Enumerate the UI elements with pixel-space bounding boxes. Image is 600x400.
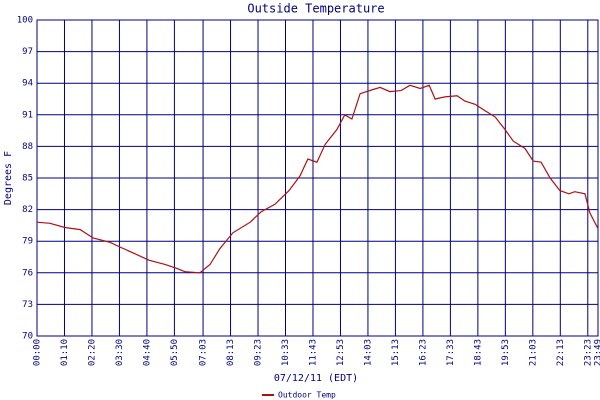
chart-title: Outside Temperature xyxy=(247,2,384,16)
y-tick-label: 70 xyxy=(22,332,33,342)
x-tick-label: 09:23 xyxy=(254,339,264,366)
x-tick-label: 11:43 xyxy=(308,339,318,366)
y-tick-label: 76 xyxy=(22,268,33,278)
x-tick-label: 22:13 xyxy=(556,339,566,366)
x-tick-label: 02:20 xyxy=(87,339,97,366)
legend-label: Outdoor Temp xyxy=(278,391,336,400)
x-axis-label: 07/12/11 (EDT) xyxy=(274,373,358,384)
x-tick-label: 15:13 xyxy=(391,339,401,366)
x-tick-label: 16:23 xyxy=(418,339,428,366)
y-tick-label: 97 xyxy=(22,47,33,57)
x-tick-label: 03:30 xyxy=(115,339,125,366)
y-tick-label: 100 xyxy=(17,16,33,26)
x-tick-label: 00:00 xyxy=(33,339,43,366)
x-tick-label: 18:43 xyxy=(473,339,483,366)
y-tick-label: 94 xyxy=(22,79,33,89)
x-tick-label: 19:53 xyxy=(501,339,511,366)
y-tick-label: 73 xyxy=(22,300,33,310)
x-tick-label: 10:33 xyxy=(281,339,291,366)
y-tick-label: 88 xyxy=(22,142,33,152)
x-tick-label: 05:50 xyxy=(170,339,180,366)
x-tick-label: 17:33 xyxy=(446,339,456,366)
x-tick-label: 07:03 xyxy=(199,339,209,366)
x-tick-label: 04:40 xyxy=(142,339,152,366)
data-line xyxy=(36,84,599,274)
y-tick-label: 79 xyxy=(22,237,33,247)
y-tick-label: 85 xyxy=(22,174,33,184)
x-tick-label: 12:53 xyxy=(336,339,346,366)
x-tick-label: 08:13 xyxy=(226,339,236,366)
y-tick-label: 82 xyxy=(22,205,33,215)
x-tick-label: 23:23 xyxy=(583,339,593,366)
x-tick-label: 23:49 xyxy=(594,339,600,366)
y-axis-label: Degrees F xyxy=(3,151,14,205)
y-tick-label: 91 xyxy=(22,110,33,120)
x-tick-label: 14:03 xyxy=(363,339,373,366)
x-tick-label: 21:03 xyxy=(528,339,538,366)
x-tick-label: 01:10 xyxy=(60,339,70,366)
